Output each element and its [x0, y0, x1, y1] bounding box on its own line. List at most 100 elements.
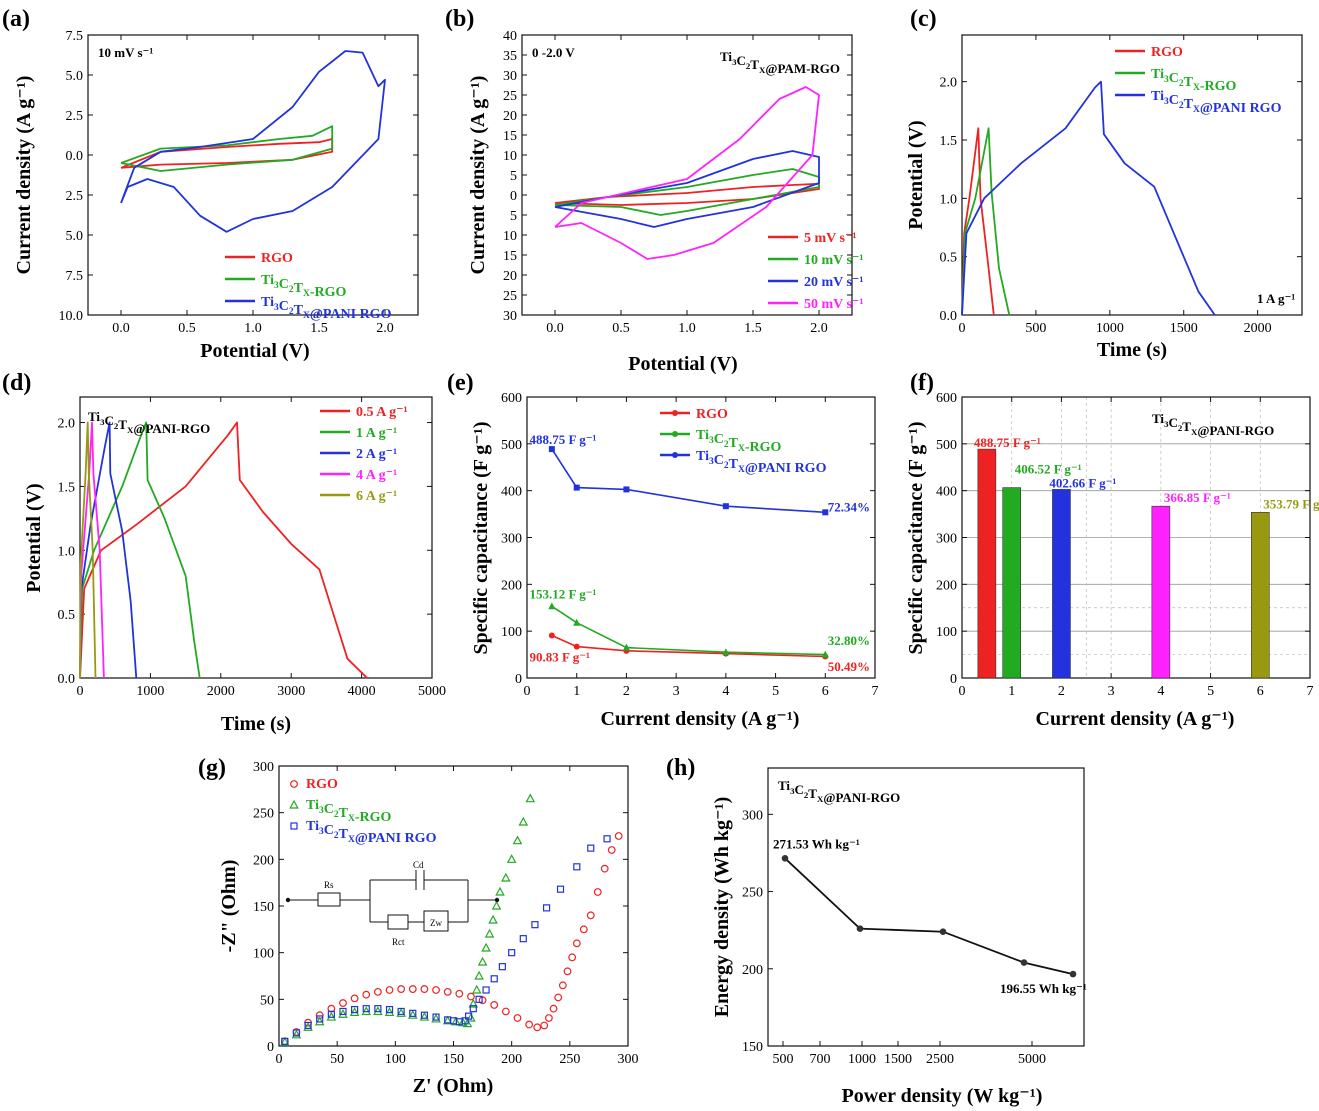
data-point [531, 921, 539, 929]
data-point [856, 925, 864, 932]
x-axis-label: Time (s) [221, 713, 291, 735]
data-point [573, 643, 580, 650]
panel-g: (g) 0 50 100 150 200 250 300 0 50 100 150 200 250 300 Z… [198, 755, 639, 1097]
data-point [385, 986, 394, 994]
x-tick-label: 0 [959, 321, 966, 336]
panel-f: (f) 0 1 2 3 4 5 6 7 0 100 200 300 400 500 600 Current de… [905, 370, 1319, 730]
x-tick-label: 1500 [1170, 321, 1198, 336]
x-tick-label: 5 [1207, 684, 1214, 699]
x-tick-label: 1.5 [744, 321, 762, 336]
y-tick-label: 2.0 [940, 76, 958, 91]
plot-frame [79, 396, 433, 679]
data-point [548, 446, 555, 453]
data-point [498, 963, 506, 971]
x-tick-label: 2.0 [376, 321, 394, 336]
data-point [462, 1018, 473, 1028]
y-tick-label: 0.0 [66, 149, 84, 164]
data-point [457, 1017, 468, 1027]
data-point [822, 509, 829, 516]
x-tick-label: 0 [276, 1052, 283, 1067]
x-tick-label: 4 [722, 684, 729, 699]
x-tick-label: 150 [443, 1052, 464, 1067]
annotation: 196.55 Wh kg⁻¹ [1000, 981, 1087, 996]
data-point [314, 1016, 325, 1026]
panel-label: (b) [445, 6, 474, 32]
panel-title: Ti3C2TX@PANI-RGO [1152, 411, 1274, 438]
series-line [551, 448, 826, 514]
series-line [120, 50, 386, 233]
y-tick-label: 7.5 [66, 269, 84, 284]
y-tick-label: 500 [501, 438, 522, 453]
legend-marker [290, 780, 298, 788]
data-point [513, 1014, 522, 1022]
legend-label: 0.5 A g⁻¹ [356, 405, 408, 420]
series-line [961, 80, 1216, 316]
data-annotation: 50.49% [828, 659, 870, 674]
x-tick-label: 1500 [884, 1052, 912, 1067]
legend-label: RGO [261, 251, 293, 266]
y-tick-label: 10 [503, 149, 517, 164]
y-tick-label: 1.0 [58, 544, 76, 559]
x-tick-label: 1 [573, 684, 580, 699]
data-point [573, 863, 581, 871]
data-annotation: 72.34% [828, 500, 870, 515]
data-point [623, 486, 630, 493]
resistor-rs [317, 892, 341, 907]
plot-frame [961, 34, 1303, 316]
data-point [467, 992, 475, 1001]
y-tick-label: 400 [501, 485, 522, 500]
panel-title: Ti3C2TX@PANI-RGO [88, 409, 210, 436]
series-line [79, 421, 201, 679]
x-tick-label: 1.5 [310, 321, 328, 336]
data-point [466, 1012, 476, 1022]
x-axis-label: Potential (V) [628, 353, 737, 375]
data-point [443, 987, 452, 996]
y-tick-label: 15 [503, 129, 517, 144]
circuit-label: Zw [430, 918, 442, 928]
y-tick-label: 300 [501, 532, 522, 547]
x-axis-label: Time (s) [1097, 339, 1167, 361]
data-point [349, 1007, 360, 1017]
data-point [326, 1011, 337, 1021]
y-tick-label: 1.0 [940, 192, 958, 207]
data-point [501, 872, 511, 882]
data-point [490, 975, 498, 983]
y-tick-label: 15 [503, 249, 517, 264]
panel-title: Ti3C2TX@PAM-RGO [720, 49, 840, 76]
data-point [280, 1037, 290, 1046]
y-tick-label: 200 [253, 853, 274, 868]
data-point [471, 984, 482, 994]
data-point [291, 1029, 302, 1039]
data-point [1020, 959, 1028, 966]
series-line [79, 421, 97, 679]
data-point [501, 1007, 510, 1016]
y-tick-label: 0.5 [58, 608, 76, 623]
x-tick-label: 7 [872, 684, 879, 699]
x-tick-label: 1 [1008, 684, 1015, 699]
series-line [79, 421, 368, 679]
panel-b: (b) 0.0 0.5 1.0 1.5 2.0 40 35 30 25 20 15 10 5 0 5 10 15 2… [445, 6, 864, 375]
data-point [455, 989, 464, 998]
data-point [603, 835, 611, 843]
legend-dot [672, 452, 678, 458]
data-point [481, 942, 491, 952]
equivalent-circuit: Rs Cd Rct Zw [285, 860, 500, 947]
data-point [544, 1014, 553, 1022]
x-tick-label: 500 [1025, 321, 1046, 336]
x-tick-label: 5 [772, 684, 779, 699]
y-axis-label: Specific capacitance (F g⁻¹) [470, 422, 492, 655]
legend-label: Ti3C2TX@PANI RGO [306, 819, 437, 846]
x-tick-label: 3 [673, 684, 680, 699]
data-point [338, 1009, 348, 1018]
data-point [607, 846, 616, 854]
data-point [525, 793, 536, 803]
data-point [350, 994, 359, 1003]
legend-label: Ti3C2TX-RGO [261, 273, 347, 300]
legend-dot [672, 410, 678, 416]
data-point [519, 935, 527, 943]
legend-label: 5 mV s⁻¹ [804, 231, 857, 246]
legend-label: 20 mV s⁻¹ [804, 275, 864, 290]
y-tick-label: 35 [503, 49, 517, 64]
y-tick-label: 300 [742, 808, 763, 823]
resistor-rct [387, 914, 409, 930]
